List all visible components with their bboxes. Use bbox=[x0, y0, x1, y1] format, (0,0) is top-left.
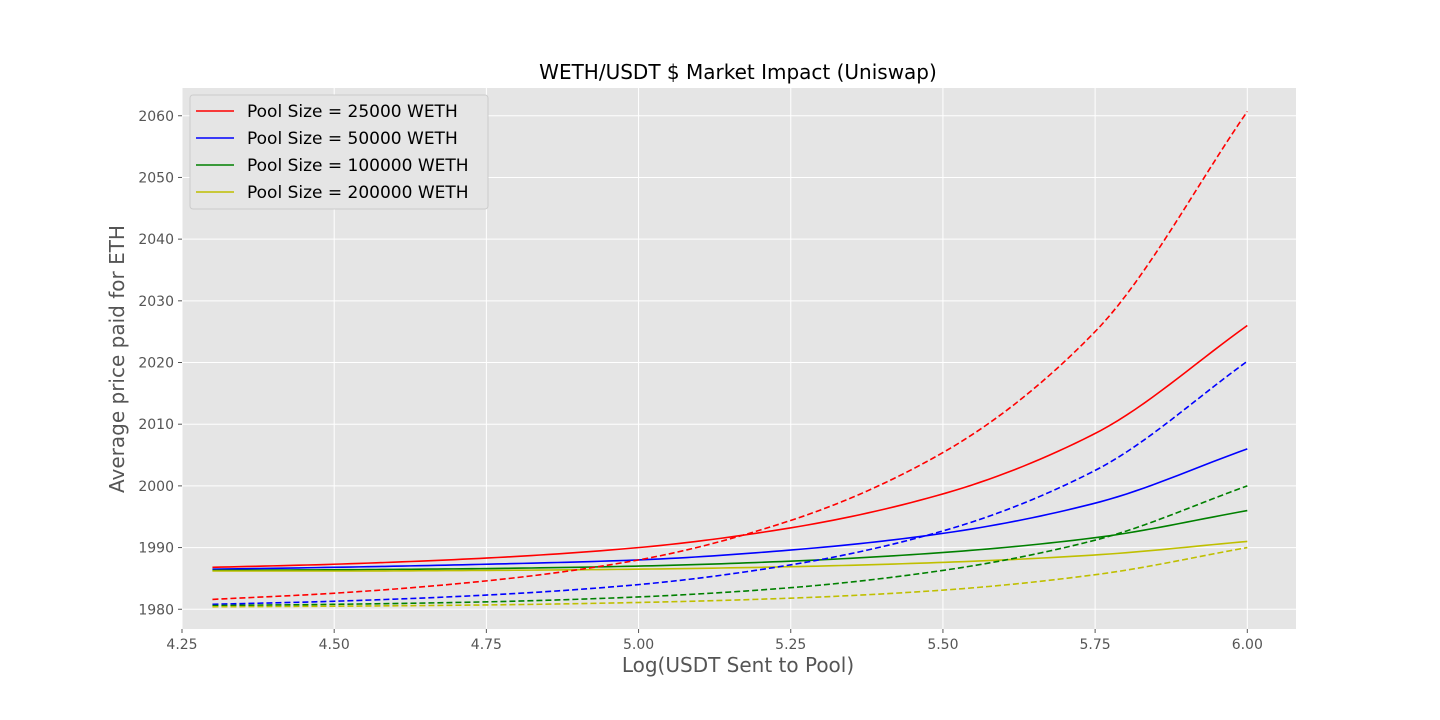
x-tick-label: 5.00 bbox=[623, 637, 654, 653]
chart-title: WETH/USDT $ Market Impact (Uniswap) bbox=[539, 60, 937, 84]
y-axis-label: Average price paid for ETH bbox=[105, 225, 129, 493]
y-tick-label: 2050 bbox=[138, 170, 174, 186]
x-ticks: 4.25 4.50 4.75 5.00 5.25 5.50 5.75 6.00 bbox=[166, 629, 1263, 653]
y-tick-label: 2030 bbox=[138, 294, 174, 310]
legend-item-label: Pool Size = 200000 WETH bbox=[247, 183, 469, 203]
series-line-1 bbox=[212, 448, 1248, 570]
legend-box bbox=[189, 94, 489, 210]
series-line-3 bbox=[212, 540, 1248, 572]
y-tick-label: 2060 bbox=[138, 109, 174, 125]
legend-item-label: Pool Size = 50000 WETH bbox=[247, 129, 458, 149]
legend-item-label: Pool Size = 100000 WETH bbox=[247, 156, 469, 176]
y-tick-label: 2000 bbox=[138, 479, 174, 495]
legend-item-label: Pool Size = 25000 WETH bbox=[247, 102, 458, 122]
series-line-0 bbox=[212, 324, 1248, 569]
y-tick-label: 1990 bbox=[138, 541, 174, 557]
y-tick-label: 2040 bbox=[138, 232, 174, 248]
x-tick-label: 4.25 bbox=[166, 637, 197, 653]
x-tick-label: 6.00 bbox=[1232, 637, 1263, 653]
x-tick-label: 5.75 bbox=[1080, 637, 1111, 653]
x-tick-label: 4.75 bbox=[471, 637, 502, 653]
y-tick-label: 2010 bbox=[138, 417, 174, 433]
series-line-dashed-5 bbox=[212, 360, 1248, 606]
y-tick-label: 1980 bbox=[138, 602, 174, 618]
series-group bbox=[212, 110, 1248, 608]
series-line-2 bbox=[212, 509, 1248, 572]
series-line-dashed-7 bbox=[212, 546, 1248, 608]
y-ticks: 1980 1990 2000 2010 2020 2030 2040 2050 2060 bbox=[138, 109, 182, 618]
x-tick-label: 5.50 bbox=[927, 637, 958, 653]
x-tick-label: 5.25 bbox=[775, 637, 806, 653]
x-tick-label: 4.50 bbox=[319, 637, 350, 653]
x-axis-label: Log(USDT Sent to Pool) bbox=[622, 653, 854, 677]
y-tick-label: 2020 bbox=[138, 356, 174, 372]
series-line-dashed-6 bbox=[212, 485, 1248, 607]
legend: Pool Size = 25000 WETH Pool Size = 50000 … bbox=[189, 94, 489, 210]
series-line-dashed-4 bbox=[212, 110, 1248, 601]
